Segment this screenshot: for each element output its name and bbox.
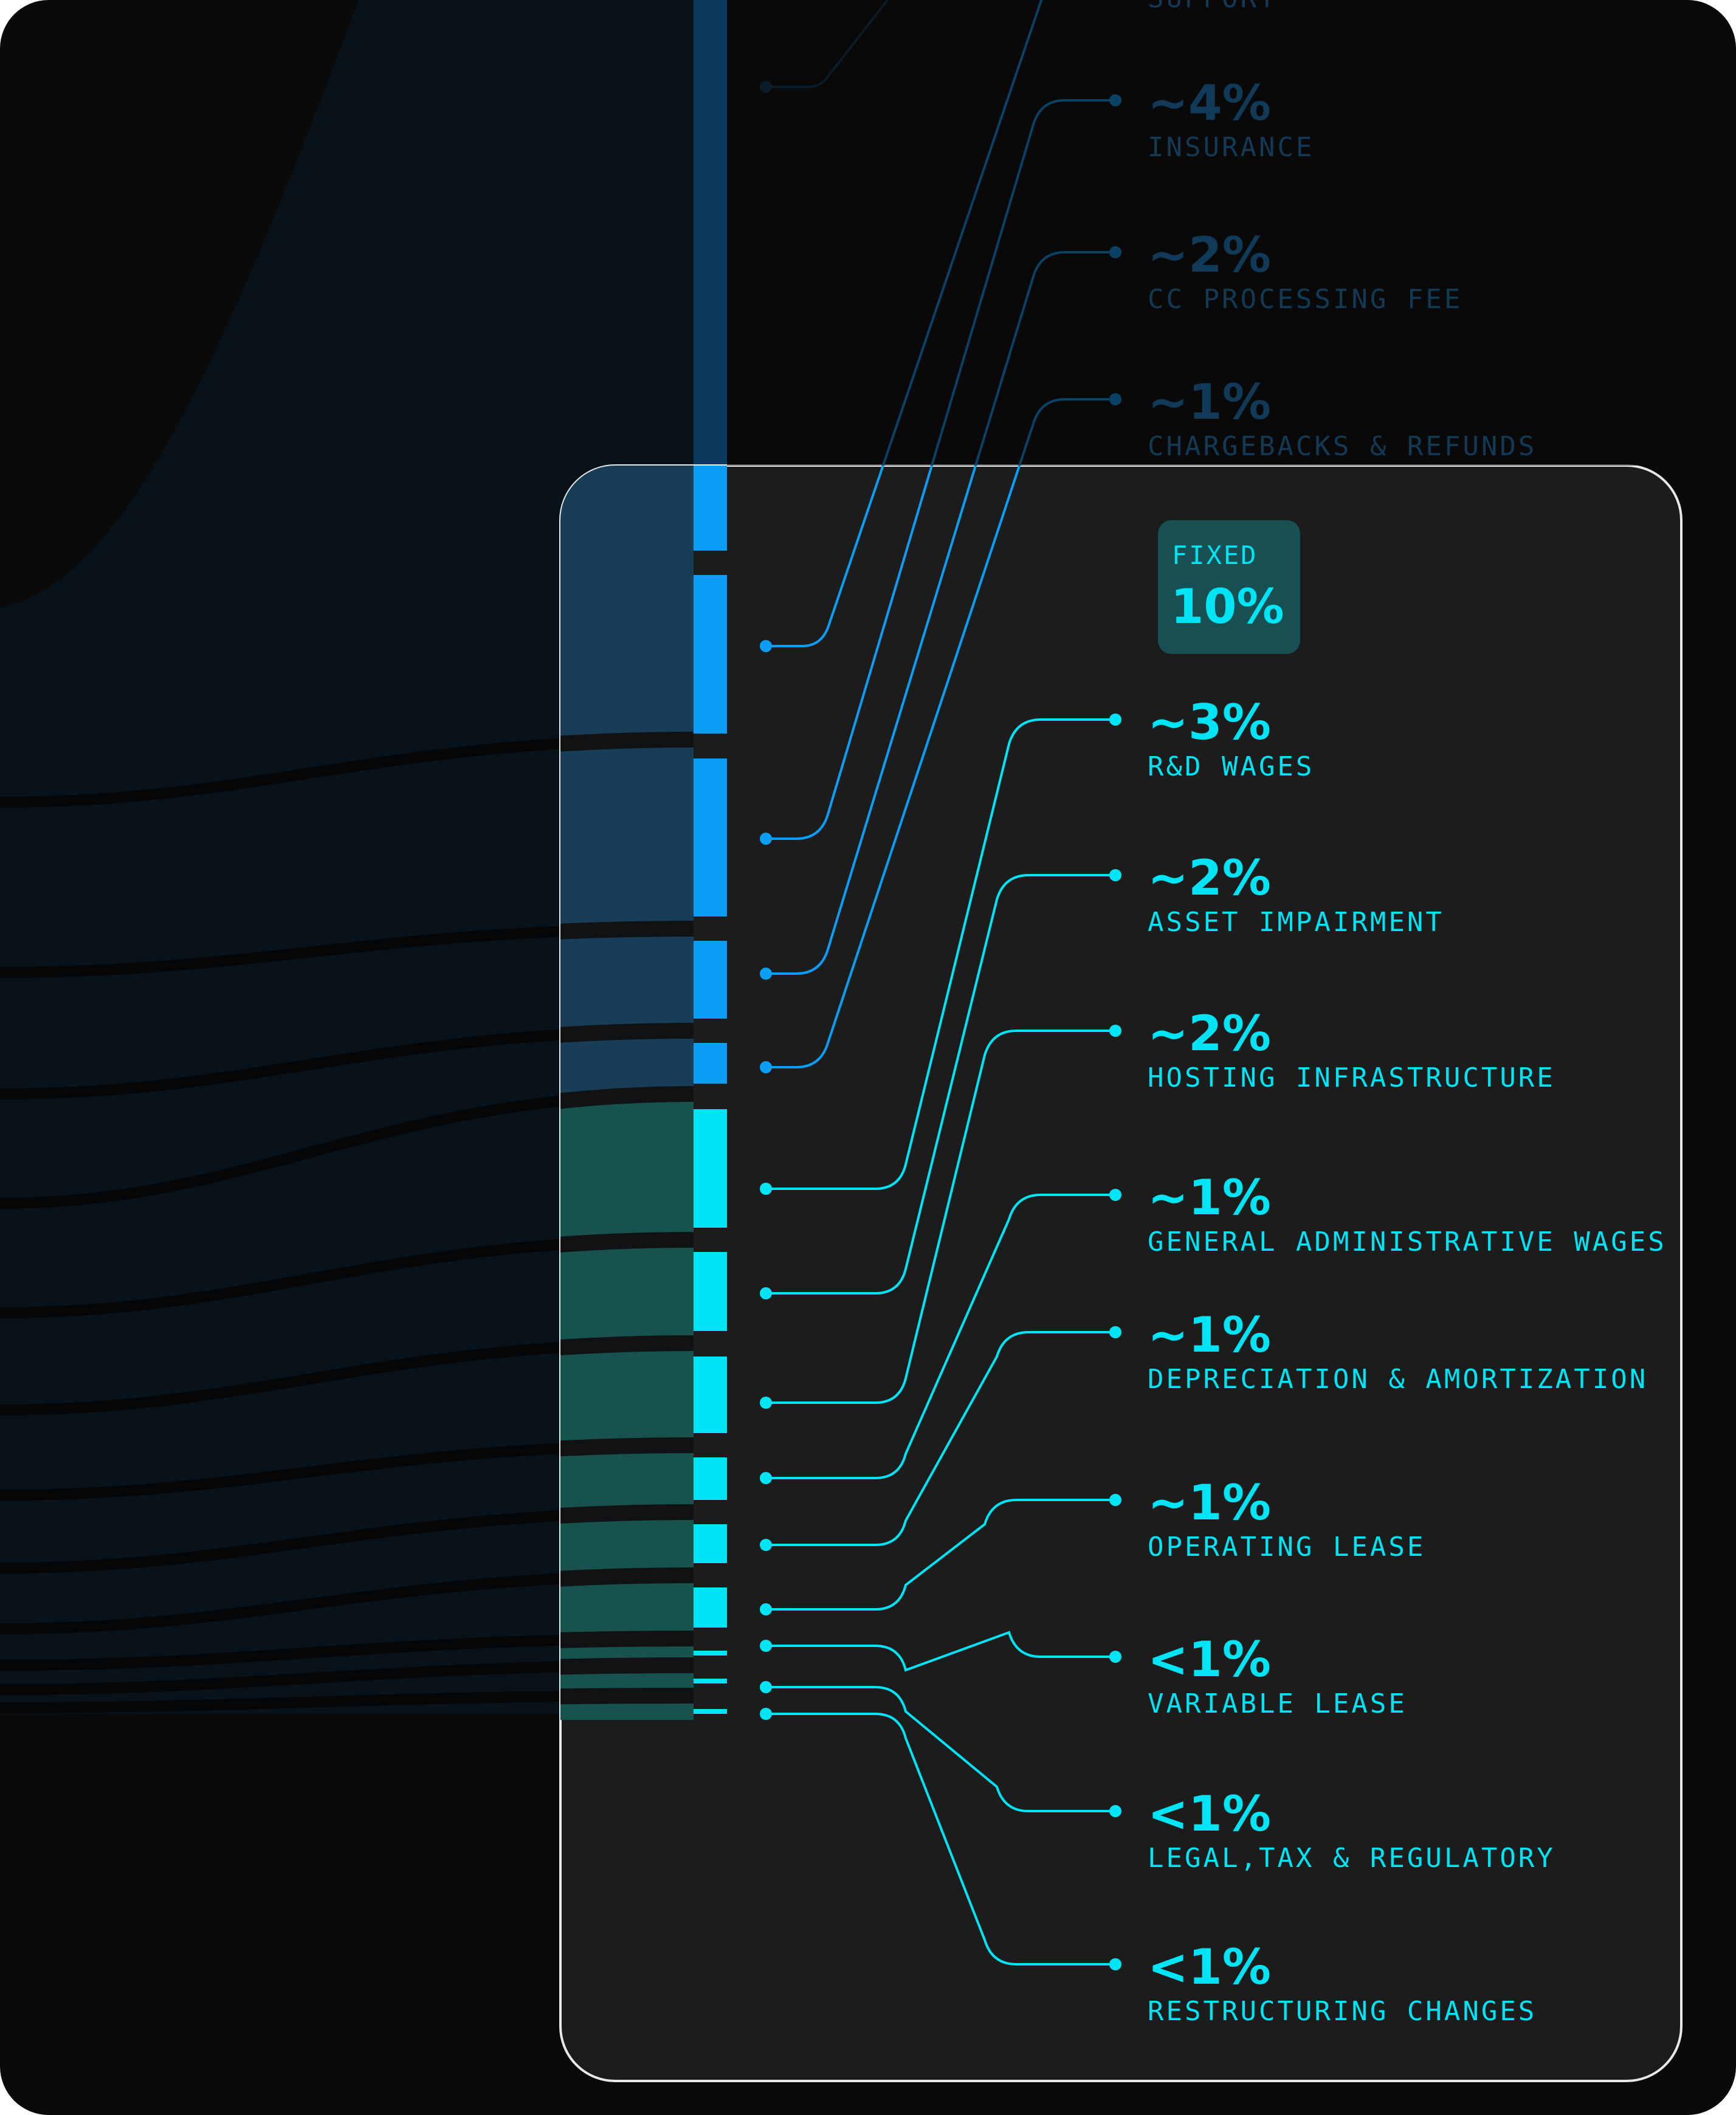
connector-dot	[1109, 714, 1121, 726]
variable-flow-tint	[560, 466, 694, 1100]
fixed-bar-segment	[694, 1587, 727, 1628]
fixed-item-label: OPERATING LEASE	[1148, 1532, 1425, 1563]
fixed-item-label: RESTRUCTURING CHANGES	[1148, 1996, 1537, 2027]
connector-dot	[1109, 1651, 1121, 1663]
fixed-flow-tint	[560, 1100, 694, 1720]
connector-dot	[760, 1061, 772, 1073]
fixed-bar-segment	[694, 1357, 727, 1433]
fixed-item-label: GENERAL ADMINISTRATIVE WAGES	[1148, 1226, 1667, 1257]
variable-item-value: ~4%	[1148, 75, 1271, 131]
connector-dot	[760, 833, 772, 845]
fixed-item-value: ~1%	[1148, 1307, 1271, 1363]
variable-item-label: INSURANCE	[1148, 132, 1314, 163]
connector-dot	[760, 1681, 772, 1693]
connector-dot	[760, 1640, 772, 1652]
fixed-item-label: VARIABLE LEASE	[1148, 1688, 1407, 1719]
connector-dot	[1109, 869, 1121, 881]
variable-bar-segment	[694, 466, 727, 551]
fixed-badge-value: 10%	[1171, 580, 1284, 634]
connector-dot	[760, 1287, 772, 1299]
connector-dot	[1109, 1958, 1121, 1970]
variable-bar-segment	[694, 575, 727, 734]
connector-dot	[760, 1539, 772, 1551]
fixed-bar-segment	[694, 1109, 727, 1228]
fixed-bar-segment	[694, 1457, 727, 1500]
connector-dot	[1109, 1494, 1121, 1506]
support-label: SUPPORT	[1148, 0, 1277, 14]
variable-bar-segment	[694, 1043, 727, 1084]
variable-bar-segment	[694, 758, 727, 916]
fixed-item-value: <1%	[1148, 1939, 1271, 1995]
connector-dot	[760, 1708, 772, 1720]
variable-item-label: CHARGEBACKS & REFUNDS	[1148, 431, 1537, 462]
fixed-item-value: ~3%	[1148, 694, 1271, 751]
connector-dot	[1109, 1189, 1121, 1201]
fixed-item-value: ~1%	[1148, 1169, 1271, 1226]
connector-dot	[760, 968, 772, 980]
fixed-item-label: LEGAL,TAX & REGULATORY	[1148, 1843, 1555, 1874]
variable-bar-segment	[694, 941, 727, 1019]
connector-dot	[760, 1472, 772, 1484]
connector-dot	[760, 1603, 772, 1615]
fixed-item-value: <1%	[1148, 1631, 1271, 1688]
variable-item-label: CC PROCESSING FEE	[1148, 284, 1462, 315]
fixed-bar-segment	[694, 1709, 727, 1714]
connector-dot	[1109, 1025, 1121, 1037]
fixed-bar-segment	[694, 1679, 727, 1683]
variable-item-value: ~1%	[1148, 374, 1271, 430]
fixed-item-label: HOSTING INFRASTRUCTURE	[1148, 1062, 1555, 1093]
variable-bar-dim	[694, 0, 727, 466]
fixed-item-value: ~2%	[1148, 850, 1271, 906]
connector-dot	[1109, 1805, 1121, 1817]
fixed-bar-segment	[694, 1524, 727, 1563]
fixed-item-label: R&D WAGES	[1148, 751, 1314, 782]
fixed-item-value: <1%	[1148, 1786, 1271, 1842]
connector-dot	[760, 1183, 772, 1195]
fixed-costs-panel	[560, 466, 1681, 2081]
fixed-item-label: ASSET IMPAIRMENT	[1148, 907, 1444, 938]
connector-dot	[760, 640, 772, 652]
variable-item-value: ~2%	[1148, 227, 1271, 283]
fixed-bar-segment	[694, 1252, 727, 1331]
fixed-item-value: ~2%	[1148, 1005, 1271, 1062]
fixed-item-label: DEPRECIATION & AMORTIZATION	[1148, 1364, 1648, 1395]
fixed-bar-segment	[694, 1651, 727, 1656]
fixed-item-value: ~1%	[1148, 1474, 1271, 1531]
fixed-badge-label: FIXED	[1172, 540, 1258, 570]
connector-dot	[760, 1397, 772, 1409]
connector-dot	[1109, 1326, 1121, 1338]
